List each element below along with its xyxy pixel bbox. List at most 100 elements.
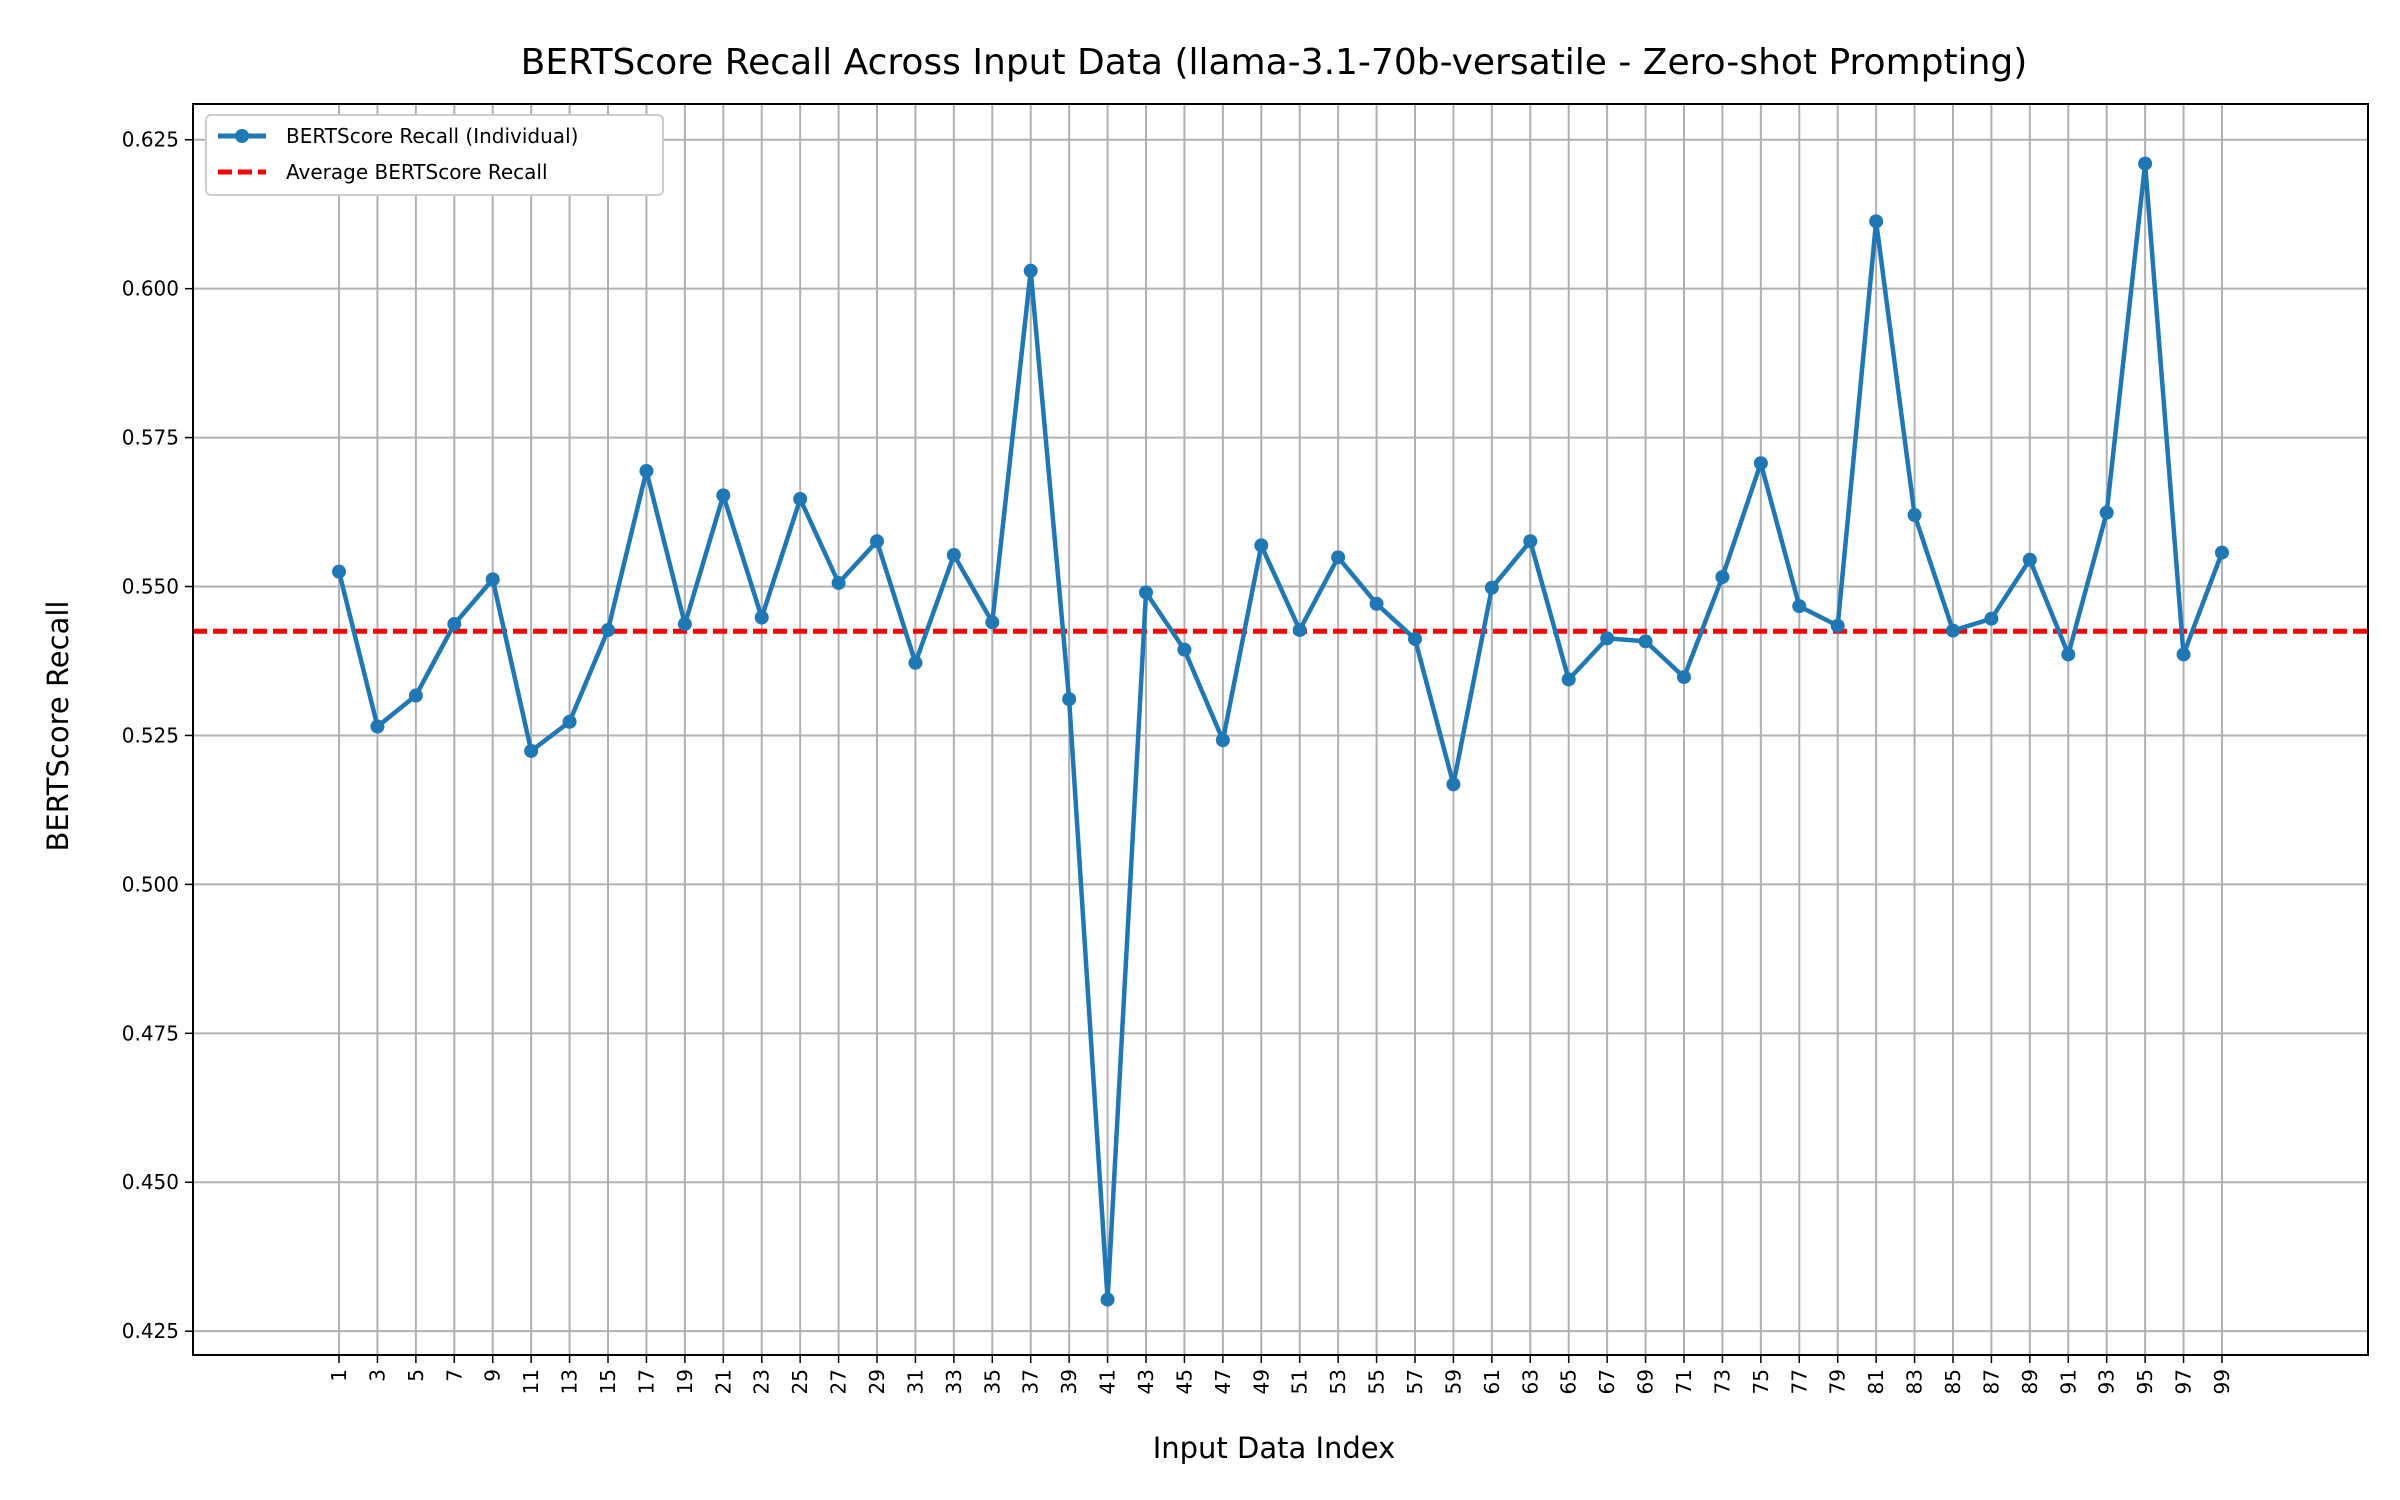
data-point (447, 617, 462, 632)
data-point (2176, 647, 2191, 662)
x-tick-label: 97 (2172, 1369, 2196, 1394)
x-tick-label: 33 (942, 1369, 966, 1394)
data-point (1600, 631, 1615, 646)
data-point (677, 617, 692, 632)
data-point (754, 610, 769, 625)
data-point (601, 623, 616, 638)
data-point (2022, 552, 2037, 567)
x-tick-label: 65 (1557, 1369, 1581, 1394)
x-tick-label: 35 (980, 1369, 1004, 1394)
data-point (1945, 623, 1960, 638)
x-tick-label: 39 (1057, 1369, 1081, 1394)
y-tick-label: 0.550 (122, 575, 179, 599)
x-tick-label: 71 (1672, 1369, 1696, 1394)
x-tick-label: 19 (673, 1369, 697, 1394)
legend-box (205, 114, 664, 196)
data-point (908, 655, 923, 670)
x-tick-label: 21 (711, 1369, 735, 1394)
x-tick-label: 17 (634, 1369, 658, 1394)
x-axis-label: Input Data Index (1153, 1431, 1396, 1465)
data-point (2099, 505, 2114, 520)
series (193, 156, 2368, 1307)
legend-marker-individual (235, 129, 249, 143)
x-tick-label: 5 (404, 1369, 428, 1382)
data-point (1676, 670, 1691, 685)
data-point (2138, 156, 2153, 171)
data-point (1446, 777, 1461, 792)
x-tick-label: 85 (1941, 1369, 1965, 1394)
x-tick-label: 59 (1441, 1369, 1465, 1394)
data-point (1177, 642, 1192, 657)
x-tick-label: 81 (1864, 1369, 1888, 1394)
data-point (1100, 1292, 1115, 1307)
grid (193, 104, 2368, 1355)
data-point (831, 575, 846, 590)
x-tick-label: 77 (1787, 1369, 1811, 1394)
data-point (408, 688, 423, 703)
x-tick-label: 49 (1249, 1369, 1273, 1394)
data-point (1331, 550, 1346, 565)
legend-label-individual: BERTScore Recall (Individual) (286, 124, 578, 148)
data-point (2214, 545, 2229, 560)
data-point (485, 572, 500, 587)
data-point (1907, 508, 1922, 523)
x-tick-label: 61 (1480, 1369, 1504, 1394)
individual-series-line (336, 161, 2225, 1302)
x-tick-label: 3 (365, 1369, 389, 1382)
data-point (1792, 599, 1807, 614)
x-tick-label: 99 (2210, 1369, 2234, 1394)
data-point (1023, 263, 1038, 278)
x-tick-label: 73 (1710, 1369, 1734, 1394)
plot-frame (192, 103, 2369, 1356)
data-point (1292, 623, 1307, 638)
x-tick-label: 45 (1172, 1369, 1196, 1394)
y-tick-label: 0.625 (122, 128, 179, 152)
x-tick-label: 67 (1595, 1369, 1619, 1394)
data-point (524, 743, 539, 758)
x-tick-label: 87 (1979, 1369, 2003, 1394)
x-tick-label: 27 (827, 1369, 851, 1394)
x-tick-label: 15 (596, 1369, 620, 1394)
data-point (793, 491, 808, 506)
data-point (1369, 596, 1384, 611)
chart-title: BERTScore Recall Across Input Data (llam… (521, 42, 2028, 83)
data-point (1407, 631, 1422, 646)
data-point (1062, 692, 1077, 707)
legend-label-average: Average BERTScore Recall (286, 160, 548, 184)
data-point (2061, 647, 2076, 662)
data-point (1869, 214, 1884, 229)
data-point (1638, 634, 1653, 649)
y-axis: 0.425 0.450 0.475 0.500 0.525 0.550 0.575 0.600… (122, 128, 193, 1343)
data-point (985, 615, 1000, 630)
y-tick-label: 0.600 (122, 277, 179, 301)
data-point (370, 719, 385, 734)
x-tick-label: 23 (750, 1369, 774, 1394)
y-tick-label: 0.500 (122, 872, 179, 896)
data-point (562, 714, 577, 729)
legend: BERTScore Recall (Individual) Average BE… (205, 114, 664, 196)
y-tick-label: 0.525 (122, 723, 179, 747)
x-tick-label: 25 (788, 1369, 812, 1394)
data-point (332, 564, 347, 579)
data-point (1715, 569, 1730, 584)
data-point (1984, 611, 1999, 626)
x-tick-label: 91 (2056, 1369, 2080, 1394)
x-tick-label: 41 (1096, 1369, 1120, 1394)
data-point (1561, 672, 1576, 687)
data-point (1523, 534, 1538, 549)
x-tick-label: 11 (519, 1369, 543, 1394)
x-tick-label: 95 (2133, 1369, 2157, 1394)
y-tick-label: 0.425 (122, 1319, 179, 1343)
y-tick-label: 0.475 (122, 1021, 179, 1045)
y-axis-label: BERTScore Recall (41, 601, 75, 852)
data-point (639, 463, 654, 478)
x-tick-label: 75 (1749, 1369, 1773, 1394)
x-tick-label: 93 (2095, 1369, 2119, 1394)
x-tick-label: 43 (1134, 1369, 1158, 1394)
x-tick-label: 89 (2018, 1369, 2042, 1394)
data-point (716, 488, 731, 503)
y-tick-label: 0.450 (122, 1170, 179, 1194)
x-tick-label: 9 (481, 1369, 505, 1382)
x-tick-label: 37 (1019, 1369, 1043, 1394)
